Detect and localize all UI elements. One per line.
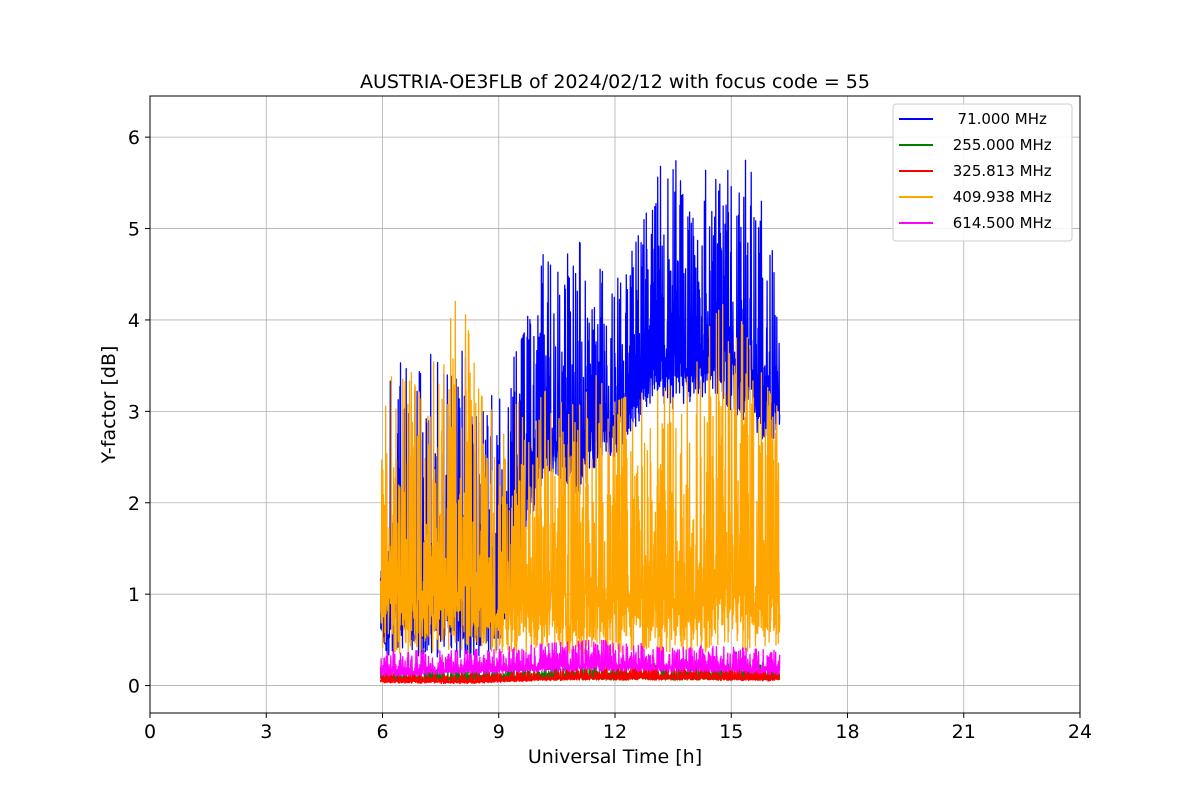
y-tick-label: 5	[128, 219, 140, 241]
x-tick-label: 18	[835, 721, 859, 743]
y-tick-label: 0	[128, 676, 140, 698]
legend-label: 409.938 MHz	[948, 188, 1052, 206]
x-tick-label: 0	[144, 721, 156, 743]
x-axis-label: Universal Time [h]	[528, 746, 702, 768]
y-axis-label: Y-factor [dB]	[98, 346, 120, 465]
x-tick-label: 3	[260, 721, 272, 743]
legend-box	[892, 103, 1073, 242]
y-tick-label: 6	[128, 127, 140, 149]
legend-label: 325.813 MHz	[948, 162, 1052, 180]
series-line-2	[379, 665, 781, 685]
legend-label: 614.500 MHz	[948, 214, 1052, 232]
x-tick-label: 15	[719, 721, 743, 743]
chart-title: AUSTRIA-OE3FLB of 2024/02/12 with focus …	[360, 71, 870, 93]
series-layer	[379, 159, 781, 685]
x-tick-label: 6	[376, 721, 388, 743]
legend-label: 71.000 MHz	[948, 110, 1047, 128]
y-tick-label: 4	[128, 310, 140, 332]
x-tick-label: 12	[603, 721, 627, 743]
legend-label: 255.000 MHz	[948, 136, 1052, 154]
y-tick-label: 1	[128, 584, 140, 606]
y-tick-label: 3	[128, 401, 140, 423]
series-line-3	[379, 300, 781, 655]
x-tick-label: 24	[1068, 721, 1092, 743]
y-tick-label: 2	[128, 493, 140, 515]
x-tick-label: 21	[952, 721, 976, 743]
x-tick-label: 9	[493, 721, 505, 743]
legend: 71.000 MHz 255.000 MHz 325.813 MHz 409.9…	[892, 103, 1073, 242]
series-line-4	[379, 639, 781, 677]
